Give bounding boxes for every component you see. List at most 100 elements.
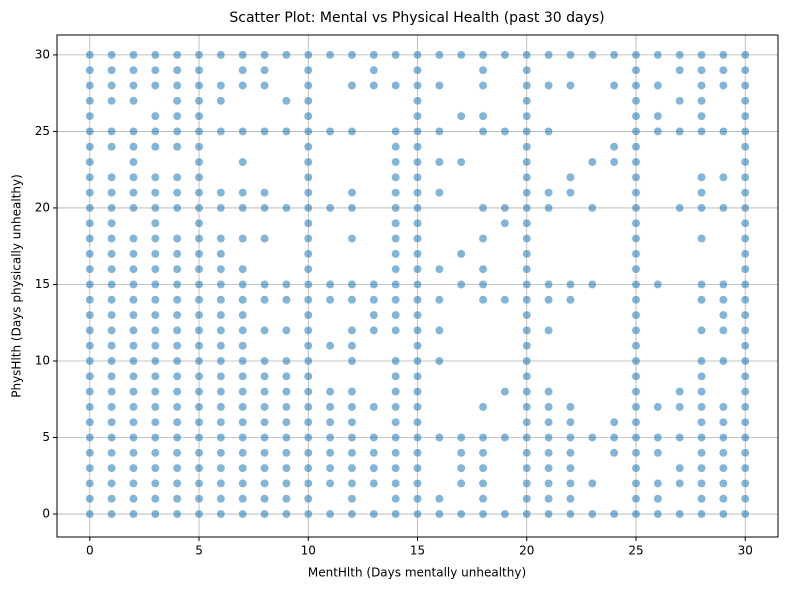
point: [238, 203, 248, 213]
point: [631, 50, 641, 60]
point: [303, 387, 313, 397]
point: [238, 325, 248, 335]
point: [303, 402, 313, 412]
point: [194, 325, 204, 335]
point: [194, 463, 204, 473]
point: [413, 509, 422, 519]
point: [107, 65, 117, 75]
point: [391, 417, 401, 427]
point: [522, 157, 532, 167]
point: [260, 478, 270, 488]
point: [325, 448, 335, 458]
point: [369, 478, 379, 488]
point: [85, 111, 95, 121]
point: [718, 463, 728, 473]
point: [150, 463, 160, 473]
point: [718, 295, 728, 305]
point: [238, 494, 248, 504]
point: [631, 341, 641, 351]
point: [85, 509, 95, 519]
point: [413, 96, 422, 106]
point: [456, 249, 466, 259]
point: [172, 478, 182, 488]
point: [85, 126, 95, 136]
point: [522, 463, 532, 473]
point: [281, 494, 291, 504]
point: [718, 126, 728, 136]
point: [522, 249, 532, 259]
point: [85, 264, 95, 274]
point: [631, 126, 641, 136]
point: [150, 494, 160, 504]
point: [303, 295, 313, 305]
point: [150, 356, 160, 366]
point: [522, 234, 532, 244]
point: [281, 387, 291, 397]
point: [697, 111, 706, 121]
point: [172, 295, 182, 305]
point: [413, 234, 422, 244]
point: [216, 280, 226, 289]
point: [150, 234, 160, 244]
point: [216, 417, 226, 427]
point: [697, 126, 706, 136]
point: [347, 509, 357, 519]
point: [260, 494, 270, 504]
point: [697, 65, 706, 75]
point: [150, 478, 160, 488]
point: [216, 295, 226, 305]
point: [740, 325, 750, 335]
point: [675, 126, 685, 136]
point: [172, 310, 182, 320]
point: [675, 65, 685, 75]
point: [260, 402, 270, 412]
point: [740, 448, 750, 458]
point: [522, 478, 532, 488]
point: [260, 463, 270, 473]
point: [369, 448, 379, 458]
point: [718, 448, 728, 458]
point: [238, 234, 248, 244]
point: [194, 234, 204, 244]
point: [478, 234, 488, 244]
point: [129, 172, 138, 182]
point: [565, 509, 575, 519]
point: [413, 448, 422, 458]
point: [325, 295, 335, 305]
point: [391, 264, 401, 274]
point: [391, 295, 401, 305]
point: [216, 325, 226, 335]
point: [413, 325, 422, 335]
point: [172, 249, 182, 259]
point: [107, 218, 117, 228]
point: [172, 50, 182, 60]
point: [238, 157, 248, 167]
point: [631, 448, 641, 458]
point: [107, 50, 117, 60]
point: [150, 402, 160, 412]
point: [653, 448, 663, 458]
point: [129, 433, 138, 442]
point: [675, 463, 685, 473]
point: [413, 142, 422, 152]
point: [740, 387, 750, 397]
point: [391, 249, 401, 259]
point: [129, 356, 138, 366]
point: [216, 310, 226, 320]
plot-frame: [56, 34, 779, 538]
point: [369, 295, 379, 305]
point: [740, 96, 750, 106]
point: [281, 96, 291, 106]
point: [347, 463, 357, 473]
point: [697, 463, 706, 473]
point: [85, 356, 95, 366]
point: [675, 203, 685, 213]
point: [413, 402, 422, 412]
point: [107, 203, 117, 213]
point: [303, 448, 313, 458]
point: [238, 50, 248, 60]
point: [129, 402, 138, 412]
point: [478, 50, 488, 60]
point: [587, 280, 597, 289]
point: [478, 463, 488, 473]
